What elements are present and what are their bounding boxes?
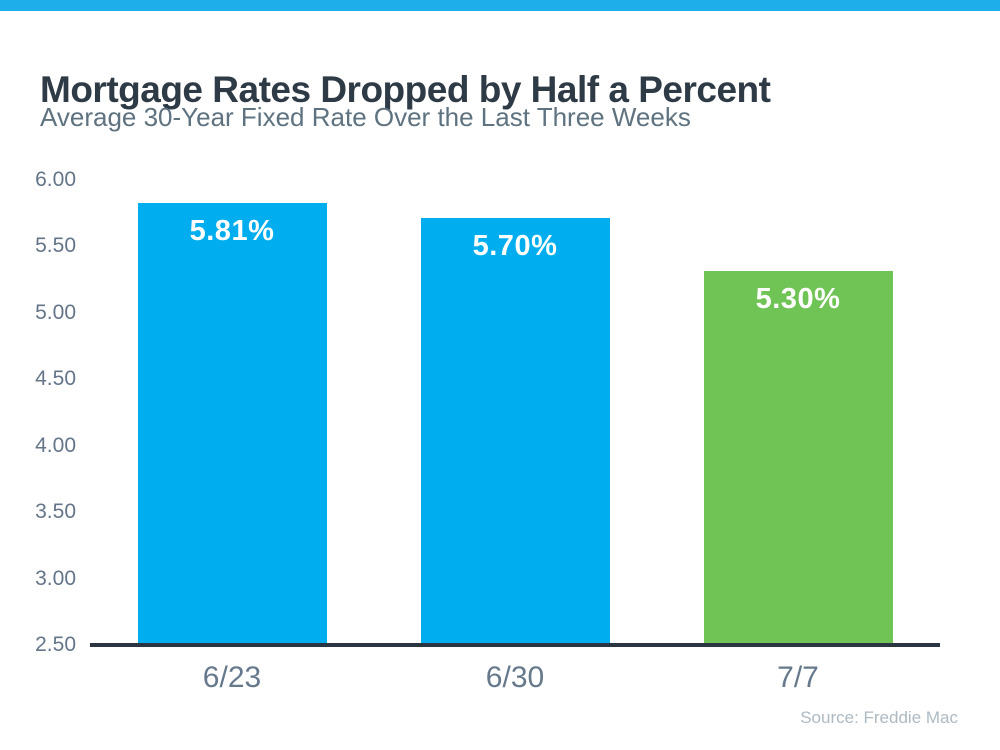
bar-value-label: 5.81% (189, 215, 275, 248)
y-tick-label: 3.00 (35, 566, 76, 590)
x-category-label: 6/30 (485, 661, 545, 694)
y-tick-label: 3.50 (35, 500, 76, 524)
y-tick-label: 6.00 (35, 168, 76, 191)
accent-top-band (0, 0, 1000, 11)
bar-6/30: 5.70% (420, 217, 610, 643)
y-tick-label: 5.00 (35, 300, 76, 324)
x-category-label: 7/7 (777, 661, 819, 694)
y-tick-label: 4.00 (35, 433, 76, 457)
chart-subtitle: Average 30-Year Fixed Rate Over the Last… (40, 102, 691, 132)
y-tick-label: 5.50 (35, 234, 76, 258)
bar-value-label: 5.30% (755, 283, 841, 315)
source-attribution: Source: Freddie Mac (800, 708, 958, 727)
chart-title: Mortgage Rates Dropped by Half a Percent (40, 68, 771, 110)
y-tick-label: 4.50 (35, 367, 76, 391)
bar-7/7: 5.30% (703, 271, 893, 643)
y-tick-label: 2.50 (35, 633, 76, 656)
x-axis-line (90, 643, 940, 647)
x-category-label: 6/23 (202, 661, 262, 694)
bar-6/23: 5.81% (137, 203, 327, 643)
bar-value-label: 5.70% (472, 229, 558, 262)
